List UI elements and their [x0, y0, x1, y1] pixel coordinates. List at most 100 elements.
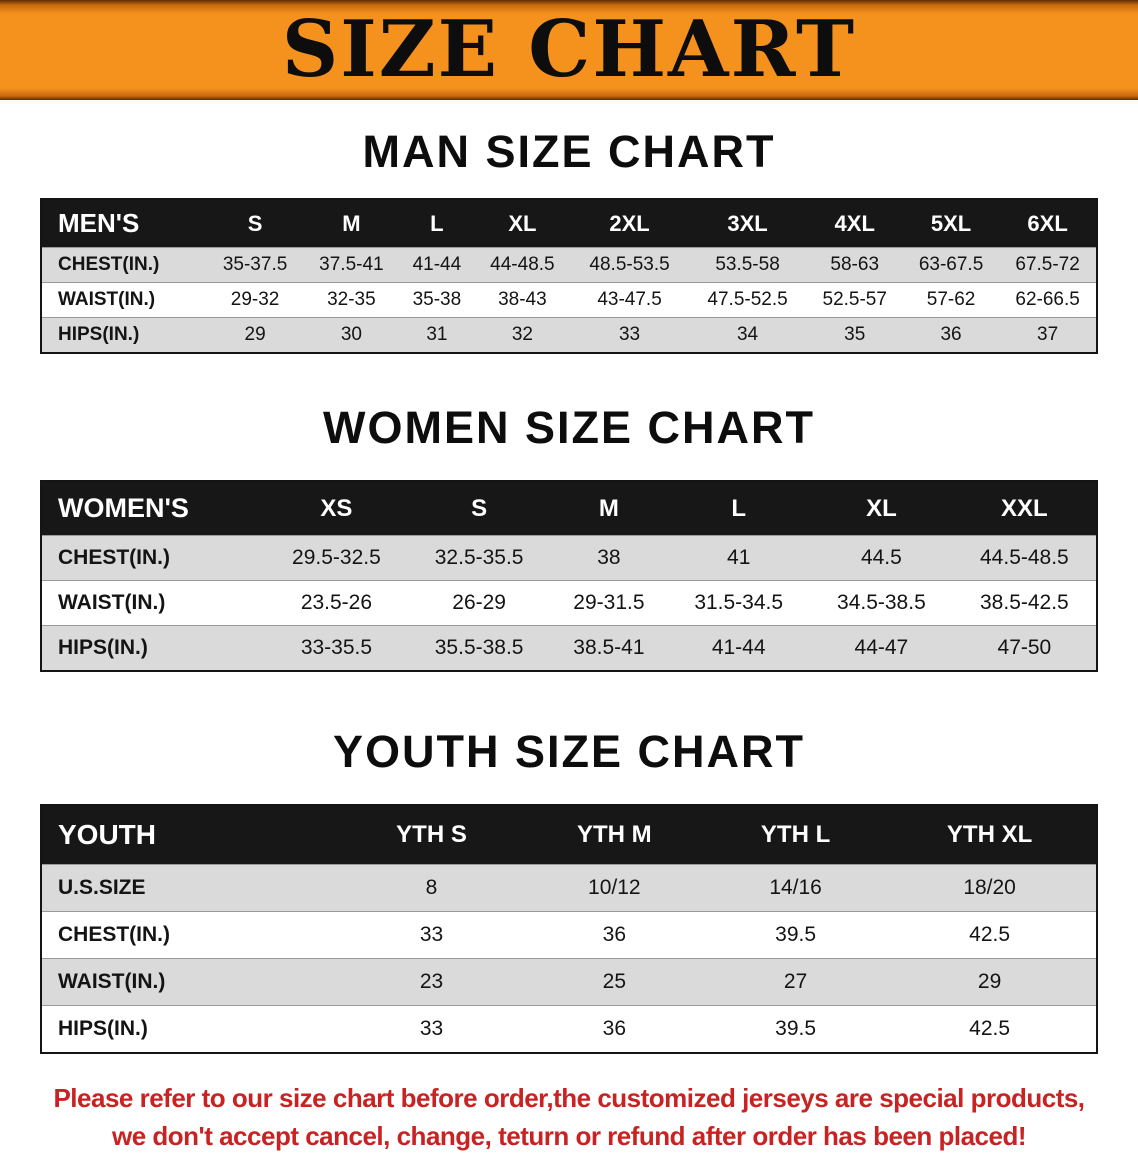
- banner-title: SIZE CHART: [281, 4, 857, 95]
- size-column-header: YTH XL: [883, 805, 1097, 865]
- table-cell: 30: [303, 317, 400, 353]
- table-cell: 14/16: [707, 864, 884, 912]
- table-cell: 33: [342, 1005, 521, 1053]
- youth-table-header-row: YOUTH YTH S YTH M YTH L YTH XL: [41, 805, 1097, 865]
- table-cell: 41-44: [399, 247, 475, 283]
- table-cell: 10/12: [520, 864, 708, 912]
- table-cell: 25: [520, 958, 708, 1006]
- table-cell: 44.5-48.5: [952, 535, 1097, 581]
- table-cell: 26-29: [407, 580, 551, 626]
- men-table-header-row: MEN'S S M L XL 2XL 3XL 4XL 5XL 6XL: [41, 199, 1097, 248]
- table-cell: 35: [806, 317, 903, 353]
- men-size-table: MEN'S S M L XL 2XL 3XL 4XL 5XL 6XL CHEST…: [40, 198, 1098, 354]
- table-cell: 36: [902, 317, 1000, 353]
- row-label-cell: HIPS(IN.): [41, 1005, 343, 1053]
- table-cell: 37: [999, 317, 1097, 353]
- table-cell: 23.5-26: [265, 580, 408, 626]
- table-row: WAIST(IN.) 23.5-26 26-29 29-31.5 31.5-34…: [41, 580, 1097, 626]
- table-cell: 33: [342, 911, 521, 959]
- table-row: WAIST(IN.) 23 25 27 29: [41, 958, 1097, 1006]
- table-cell: 63-67.5: [902, 247, 1000, 283]
- table-cell: 35-37.5: [206, 247, 304, 283]
- table-cell: 29-32: [206, 282, 304, 318]
- table-cell: 39.5: [707, 1005, 884, 1053]
- size-column-header: S: [407, 481, 551, 536]
- row-label-cell: HIPS(IN.): [41, 625, 266, 671]
- table-row: U.S.SIZE 8 10/12 14/16 18/20: [41, 864, 1097, 912]
- table-row: HIPS(IN.) 33-35.5 35.5-38.5 38.5-41 41-4…: [41, 625, 1097, 671]
- table-row: HIPS(IN.) 33 36 39.5 42.5: [41, 1005, 1097, 1053]
- table-cell: 32.5-35.5: [407, 535, 551, 581]
- footer-line-1: Please refer to our size chart before or…: [53, 1083, 1085, 1113]
- table-row: CHEST(IN.) 33 36 39.5 42.5: [41, 911, 1097, 959]
- women-table-title-cell: WOMEN'S: [41, 481, 266, 536]
- size-column-header: S: [206, 199, 304, 248]
- footer-disclaimer: Please refer to our size chart before or…: [0, 1080, 1138, 1155]
- size-column-header: XL: [474, 199, 571, 248]
- row-label-cell: WAIST(IN.): [41, 282, 207, 318]
- table-cell: 35.5-38.5: [407, 625, 551, 671]
- table-cell: 35-38: [399, 282, 475, 318]
- size-chart-banner: SIZE CHART: [0, 0, 1138, 100]
- table-cell: 41-44: [667, 625, 811, 671]
- women-size-table: WOMEN'S XS S M L XL XXL CHEST(IN.) 29.5-…: [40, 480, 1098, 672]
- youth-table-title-cell: YOUTH: [41, 805, 343, 865]
- table-cell: 38.5-42.5: [952, 580, 1097, 626]
- size-column-header: L: [399, 199, 475, 248]
- table-cell: 62-66.5: [999, 282, 1097, 318]
- table-cell: 48.5-53.5: [570, 247, 689, 283]
- table-cell: 41: [667, 535, 811, 581]
- size-column-header: YTH M: [520, 805, 708, 865]
- youth-size-table: YOUTH YTH S YTH M YTH L YTH XL U.S.SIZE …: [40, 804, 1098, 1054]
- table-cell: 34: [688, 317, 807, 353]
- table-cell: 29: [883, 958, 1097, 1006]
- table-cell: 36: [520, 1005, 708, 1053]
- row-label-cell: HIPS(IN.): [41, 317, 207, 353]
- size-column-header: 3XL: [688, 199, 807, 248]
- table-row: CHEST(IN.) 35-37.5 37.5-41 41-44 44-48.5…: [41, 247, 1097, 283]
- table-cell: 42.5: [883, 911, 1097, 959]
- size-column-header: XS: [265, 481, 408, 536]
- men-table-title-cell: MEN'S: [41, 199, 207, 248]
- row-label-cell: CHEST(IN.): [41, 247, 207, 283]
- table-cell: 27: [707, 958, 884, 1006]
- table-cell: 33-35.5: [265, 625, 408, 671]
- table-row: CHEST(IN.) 29.5-32.5 32.5-35.5 38 41 44.…: [41, 535, 1097, 581]
- table-cell: 18/20: [883, 864, 1097, 912]
- size-column-header: XXL: [952, 481, 1097, 536]
- table-cell: 38: [550, 535, 668, 581]
- table-cell: 52.5-57: [806, 282, 903, 318]
- row-label-cell: U.S.SIZE: [41, 864, 343, 912]
- table-cell: 37.5-41: [303, 247, 400, 283]
- youth-section-heading: YOUTH SIZE CHART: [332, 726, 805, 777]
- table-row: WAIST(IN.) 29-32 32-35 35-38 38-43 43-47…: [41, 282, 1097, 318]
- table-cell: 32-35: [303, 282, 400, 318]
- table-cell: 29: [206, 317, 304, 353]
- table-cell: 57-62: [902, 282, 1000, 318]
- table-cell: 39.5: [707, 911, 884, 959]
- size-column-header: M: [303, 199, 400, 248]
- row-label-cell: CHEST(IN.): [41, 911, 343, 959]
- table-cell: 29-31.5: [550, 580, 668, 626]
- table-cell: 47-50: [952, 625, 1097, 671]
- table-cell: 47.5-52.5: [688, 282, 807, 318]
- table-cell: 31: [399, 317, 475, 353]
- table-cell: 32: [474, 317, 571, 353]
- table-cell: 44-47: [810, 625, 953, 671]
- size-column-header: 2XL: [570, 199, 689, 248]
- table-cell: 38.5-41: [550, 625, 668, 671]
- size-column-header: 4XL: [806, 199, 903, 248]
- size-column-header: YTH L: [707, 805, 884, 865]
- table-cell: 38-43: [474, 282, 571, 318]
- table-cell: 53.5-58: [688, 247, 807, 283]
- table-cell: 67.5-72: [999, 247, 1097, 283]
- table-cell: 34.5-38.5: [810, 580, 953, 626]
- size-column-header: 5XL: [902, 199, 1000, 248]
- size-column-header: L: [667, 481, 811, 536]
- size-column-header: YTH S: [342, 805, 521, 865]
- table-cell: 29.5-32.5: [265, 535, 408, 581]
- size-column-header: 6XL: [999, 199, 1097, 248]
- table-cell: 23: [342, 958, 521, 1006]
- table-cell: 58-63: [806, 247, 903, 283]
